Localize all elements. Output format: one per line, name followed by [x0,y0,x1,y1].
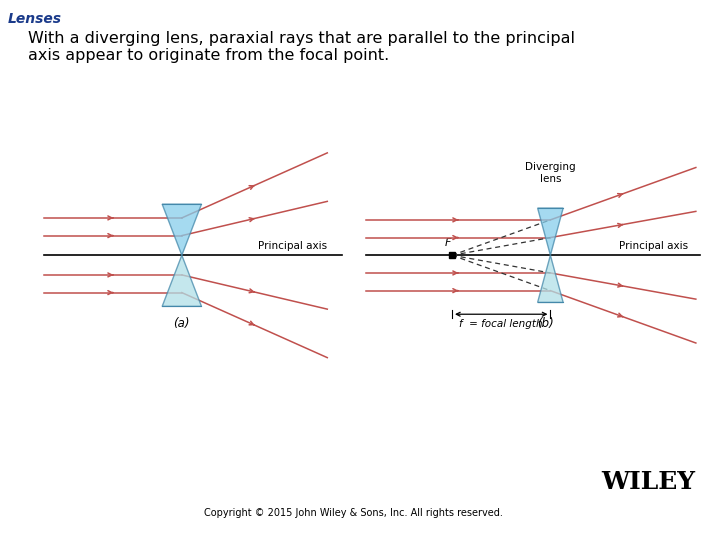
Text: axis appear to originate from the focal point.: axis appear to originate from the focal … [27,48,389,63]
Text: Lenses: Lenses [8,12,62,26]
Text: With a diverging lens, paraxial rays that are parallel to the principal: With a diverging lens, paraxial rays tha… [27,31,575,46]
Polygon shape [162,255,202,306]
Text: Diverging
lens: Diverging lens [525,162,576,184]
Text: Principal axis: Principal axis [258,241,328,251]
Text: F: F [445,238,451,248]
Text: WILEY: WILEY [602,470,696,494]
Polygon shape [538,208,563,255]
Text: (a): (a) [174,317,190,330]
Text: Copyright © 2015 John Wiley & Sons, Inc. All rights reserved.: Copyright © 2015 John Wiley & Sons, Inc.… [204,508,503,518]
Polygon shape [538,255,563,302]
Text: f  = focal length: f = focal length [459,319,543,329]
Text: (b): (b) [537,317,554,330]
Text: Principal axis: Principal axis [619,241,688,251]
Polygon shape [162,204,202,255]
